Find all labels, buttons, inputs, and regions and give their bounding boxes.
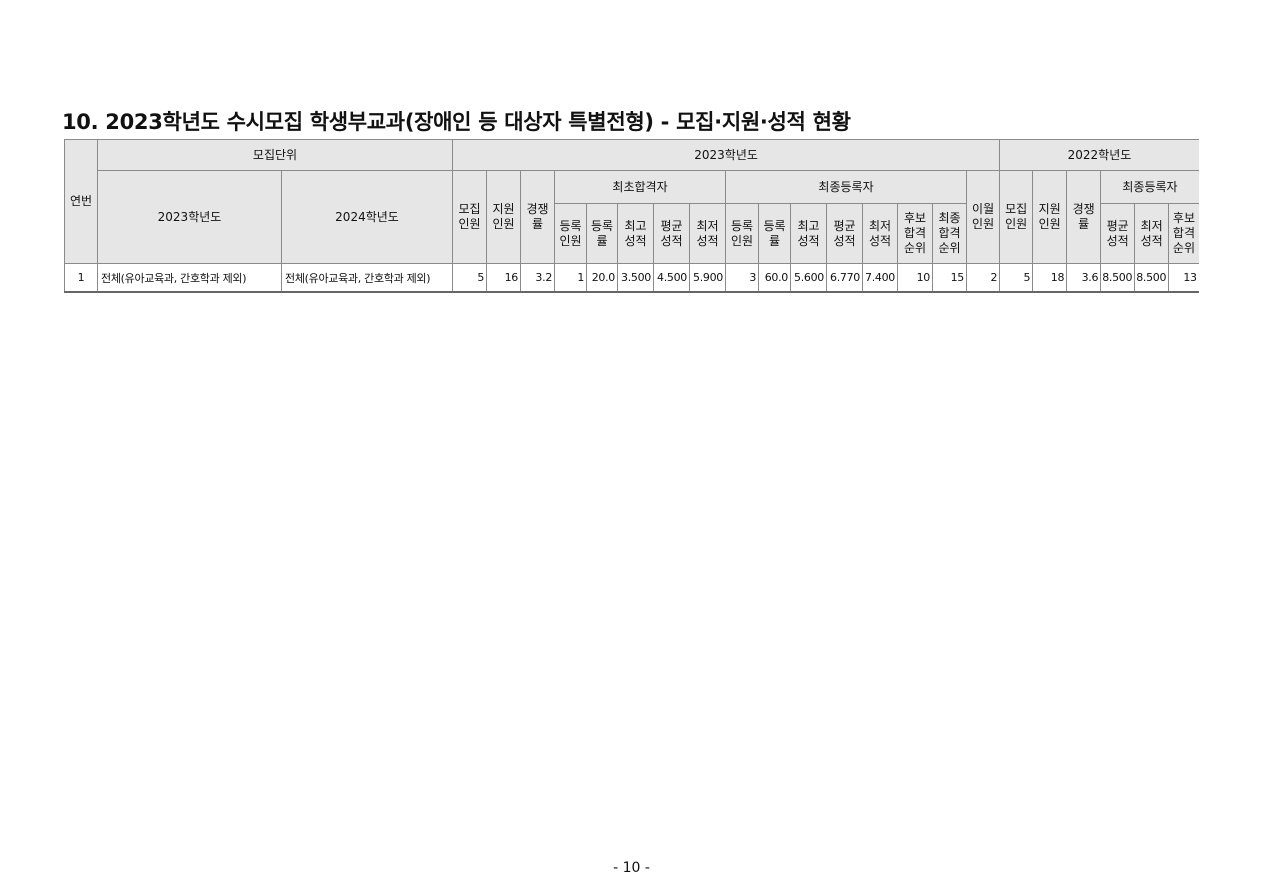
header-ratio: 경쟁 률: [520, 170, 556, 264]
cell-unit-2024: 전체(유아교육과, 간호학과 제외): [280, 263, 454, 293]
header-year-2022: 2022학년도: [999, 139, 1199, 171]
cell-first-low: 5.900: [689, 263, 727, 293]
header-low-22: 최저 성적: [1134, 203, 1170, 264]
cell-carry: 2: [966, 263, 1001, 293]
cell-no: 1: [64, 263, 98, 293]
header-wait-22: 후보 합격 순위: [1168, 203, 1199, 264]
cell-final-reg-count: 3: [725, 263, 760, 293]
header-final-reg-22: 최종등록자: [1100, 170, 1199, 204]
cell-first-top: 3.500: [617, 263, 655, 293]
cell-low-22: 8.500: [1134, 263, 1170, 293]
header-ratio-22: 경쟁 률: [1066, 170, 1102, 264]
header-first-low: 최저 성적: [689, 203, 727, 264]
header-unit: 모집단위: [96, 139, 454, 171]
header-final-reg: 최종등록자: [725, 170, 968, 204]
table-row: 1 전체(유아교육과, 간호학과 제외) 전체(유아교육과, 간호학과 제외) …: [64, 263, 1199, 293]
cell-first-avg: 4.500: [653, 263, 691, 293]
cell-first-reg-rate: 20.0: [586, 263, 619, 293]
header-unit-2024: 2024학년도: [280, 170, 454, 264]
cell-ratio: 3.2: [520, 263, 556, 293]
page-number: - 10 -: [613, 860, 650, 876]
cell-final-avg: 6.770: [826, 263, 864, 293]
header-no: 연번: [64, 139, 98, 264]
cell-final-rank: 15: [932, 263, 968, 293]
admission-table: 연번 모집단위 2023학년도 2022학년도 2023학년도 2024학년도 …: [64, 139, 1199, 293]
header-first-avg: 평균 성적: [653, 203, 691, 264]
header-final-low: 최저 성적: [862, 203, 899, 264]
header-first-pass: 최초합격자: [554, 170, 727, 204]
header-first-top: 최고 성적: [617, 203, 655, 264]
header-apply-22: 지원 인원: [1032, 170, 1068, 264]
cell-recruit: 5: [452, 263, 488, 293]
header-recruit: 모집 인원: [452, 170, 488, 264]
header-final-rank: 최종 합격 순위: [932, 203, 968, 264]
cell-final-top: 5.600: [790, 263, 828, 293]
cell-final-low: 7.400: [862, 263, 899, 293]
header-wait-rank: 후보 합격 순위: [897, 203, 934, 264]
page-title: 10. 2023학년도 수시모집 학생부교과(장애인 등 대상자 특별전형) -…: [62, 110, 851, 134]
header-avg-22: 평균 성적: [1100, 203, 1136, 264]
cell-wait-rank: 10: [897, 263, 934, 293]
cell-wait-22: 13: [1168, 263, 1199, 293]
header-recruit-22: 모집 인원: [999, 170, 1034, 264]
header-first-reg-count: 등록 인원: [554, 203, 588, 264]
cell-unit-2023: 전체(유아교육과, 간호학과 제외): [97, 263, 282, 293]
cell-recruit-22: 5: [999, 263, 1034, 293]
header-unit-2023: 2023학년도: [97, 170, 282, 264]
header-year-2023: 2023학년도: [452, 139, 1001, 171]
header-final-top: 최고 성적: [790, 203, 828, 264]
cell-final-reg-rate: 60.0: [758, 263, 792, 293]
cell-apply: 16: [486, 263, 522, 293]
header-final-avg: 평균 성적: [826, 203, 864, 264]
cell-avg-22: 8.500: [1100, 263, 1136, 293]
cell-apply-22: 18: [1032, 263, 1068, 293]
header-final-reg-rate: 등록 률: [758, 203, 792, 264]
header-apply: 지원 인원: [486, 170, 522, 264]
cell-first-reg-count: 1: [554, 263, 588, 293]
header-final-reg-count: 등록 인원: [725, 203, 760, 264]
cell-ratio-22: 3.6: [1066, 263, 1102, 293]
header-first-reg-rate: 등록 률: [586, 203, 619, 264]
header-carry: 이월 인원: [966, 170, 1001, 264]
